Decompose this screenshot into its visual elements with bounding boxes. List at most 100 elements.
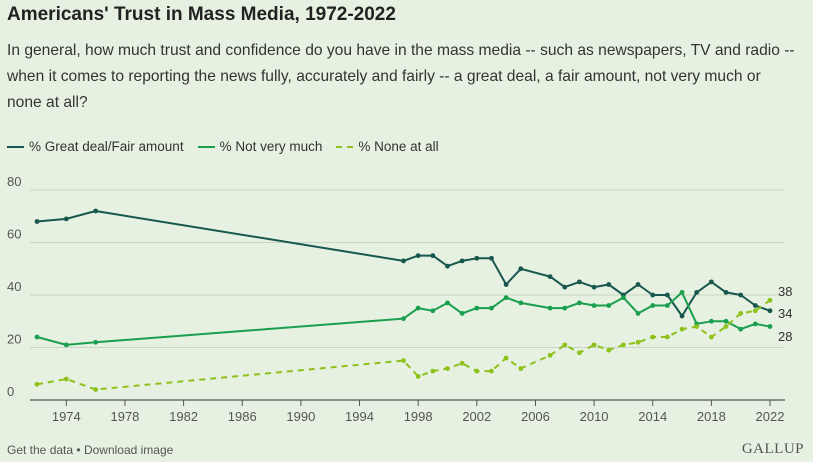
x-tick-label: 1974 [52,409,81,424]
data-point-great-deal [445,263,450,269]
y-tick-label: 80 [7,174,21,189]
line-chart: 0 20 40 60 80 1974 1978 1982 1986 1990 1994 1998 200… [7,174,792,424]
data-point-not-very-much [489,305,494,311]
data-point-none-at-all [445,366,450,371]
data-point-not-very-much [767,324,773,329]
end-label-layer: 34 28 38 [778,284,792,344]
data-point-not-very-much [679,289,685,295]
chart-legend: % Great deal/Fair amount % Not very much… [7,139,453,154]
x-tick-label: 1998 [404,409,433,424]
data-point-none-at-all [34,381,40,387]
legend-label-not-very-much: % Not very much [219,139,323,154]
get-the-data-link[interactable]: Get the data [7,443,74,457]
data-point-great-deal [415,253,421,259]
gallup-logo: GALLUP [741,441,804,457]
data-point-not-very-much [635,310,641,316]
data-point-none-at-all [708,334,714,340]
footer-links: Get the data • Download image [7,443,173,457]
data-point-great-deal [577,279,582,285]
legend-label-none-at-all: % None at all [358,139,439,154]
data-point-none-at-all [547,352,553,358]
data-point-great-deal [518,266,524,272]
x-tick-label: 1986 [228,409,257,424]
data-point-great-deal [694,289,700,295]
data-point-great-deal [503,282,509,287]
x-tick-label: 2022 [756,409,785,424]
x-tick-label: 2018 [697,409,726,424]
legend-swatch-not-very-much [197,145,215,148]
data-point-great-deal [679,313,685,319]
download-image-link[interactable]: Download image [83,443,174,457]
data-point-none-at-all [752,308,758,314]
data-point-not-very-much [562,305,568,311]
data-point-none-at-all [738,310,744,316]
y-tick-label: 60 [7,227,21,242]
data-point-none-at-all [401,358,406,364]
data-point-none-at-all [489,368,494,374]
legend-item-great-deal: % Great deal/Fair amount [7,139,184,154]
data-point-not-very-much [401,316,406,322]
data-point-not-very-much [459,310,465,316]
data-point-great-deal [34,219,40,224]
data-point-great-deal [606,282,612,287]
data-point-not-very-much [93,339,99,345]
data-point-not-very-much [518,300,524,306]
data-point-none-at-all [577,350,582,356]
data-point-not-very-much [708,318,714,324]
x-tick-label: 2006 [521,409,550,424]
data-point-none-at-all [562,342,568,348]
data-point-great-deal [430,253,436,259]
x-tick-label: 2002 [462,409,491,424]
chart-title: Americans' Trust in Mass Media, 1972-202… [7,4,396,25]
data-point-none-at-all [664,334,670,340]
data-point-great-deal [650,292,656,298]
data-point-none-at-all [518,366,524,371]
y-tick-label: 0 [7,384,14,399]
data-point-none-at-all [93,387,99,392]
series-line-none-at-all [36,299,771,391]
data-point-great-deal [547,274,553,280]
data-point-none-at-all [503,355,509,361]
data-point-none-at-all [650,334,656,340]
data-point-not-very-much [415,305,421,311]
x-tick-label: 1994 [345,409,374,424]
data-point-not-very-much [664,303,670,308]
series-line-not-very-much [36,291,771,346]
data-point-none-at-all [474,368,480,374]
y-tick-label: 20 [7,332,21,347]
data-point-great-deal [562,284,568,290]
data-point-not-very-much [430,308,436,314]
data-point-none-at-all [415,373,421,379]
data-point-great-deal [489,255,494,261]
data-point-not-very-much [591,303,597,308]
end-label-not-very-much: 28 [778,329,792,344]
footer-separator: • [76,443,81,457]
data-point-not-very-much [621,295,626,301]
data-point-none-at-all [459,360,465,366]
data-point-great-deal [401,258,406,264]
data-point-none-at-all [723,324,729,329]
data-point-great-deal [93,208,99,214]
axis-layer: 0 20 40 60 80 1974 1978 1982 1986 1990 1994 1998 200… [7,174,784,424]
survey-question: In general, how much trust and confidenc… [7,42,795,111]
data-point-none-at-all [430,368,436,374]
data-point-great-deal [474,255,480,261]
data-point-not-very-much [650,303,656,308]
data-point-none-at-all [635,339,641,345]
data-point-great-deal [708,279,714,285]
data-point-none-at-all [591,342,597,348]
legend-item-not-very-much: % Not very much [197,139,323,154]
data-point-not-very-much [445,300,450,306]
data-point-great-deal [635,282,641,287]
data-point-none-at-all [63,376,69,382]
data-point-great-deal [591,284,597,290]
end-label-great-deal: 34 [778,306,792,321]
x-tick-label: 1982 [169,409,198,424]
data-point-not-very-much [474,305,480,311]
end-label-none-at-all: 38 [778,284,792,299]
data-point-none-at-all [606,347,612,353]
x-tick-label: 1978 [110,409,139,424]
x-tick-label: 2014 [638,409,667,424]
legend-item-none-at-all: % None at all [336,139,439,154]
data-point-not-very-much [547,305,553,311]
